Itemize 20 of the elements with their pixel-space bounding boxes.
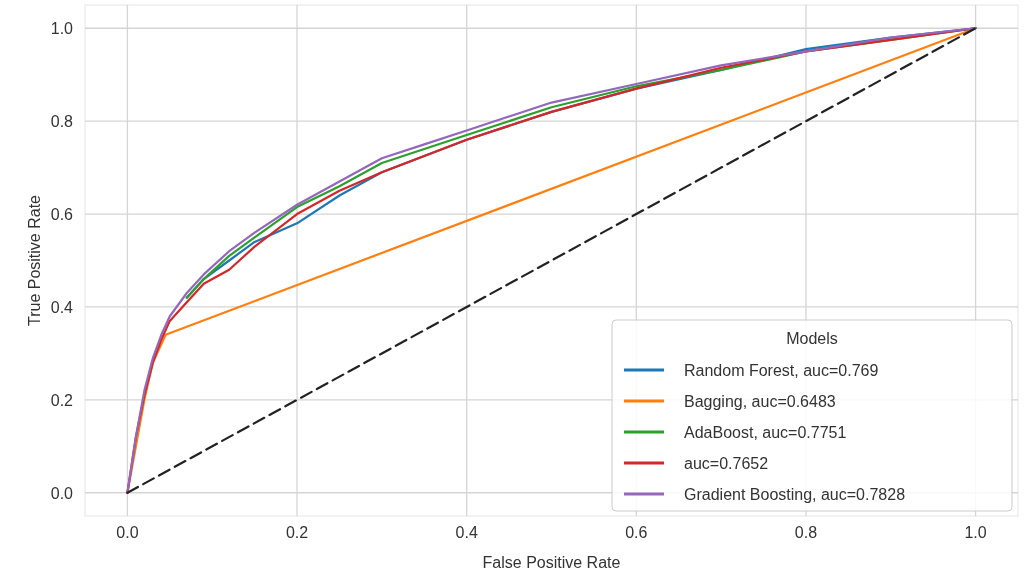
x-tick-label: 0.2: [285, 524, 309, 541]
legend-label: Gradient Boosting, auc=0.7828: [684, 486, 906, 503]
y-axis-title: True Positive Rate: [26, 194, 43, 327]
x-tick-label: 0.4: [455, 524, 478, 541]
y-tick-label: 1.0: [50, 20, 74, 38]
y-tick-label: 0.4: [50, 298, 74, 316]
y-tick-label: 0.0: [50, 484, 74, 502]
legend-title: Models: [786, 330, 838, 347]
x-tick-label: 1.0: [964, 524, 987, 541]
legend-label: auc=0.7652: [684, 455, 769, 472]
x-tick-label: 0.6: [625, 524, 648, 541]
legend-label: Random Forest, auc=0.769: [684, 362, 879, 379]
legend-label: Bagging, auc=0.6483: [684, 393, 836, 410]
x-tick-label: 0.0: [116, 524, 139, 541]
x-axis-title: False Positive Rate: [482, 554, 621, 571]
x-tick-label: 0.8: [794, 524, 818, 541]
y-tick-label: 0.6: [50, 206, 74, 224]
legend-label: AdaBoost, auc=0.7751: [684, 424, 847, 441]
y-tick-label: 0.8: [50, 113, 74, 131]
y-tick-label: 0.2: [50, 391, 74, 409]
